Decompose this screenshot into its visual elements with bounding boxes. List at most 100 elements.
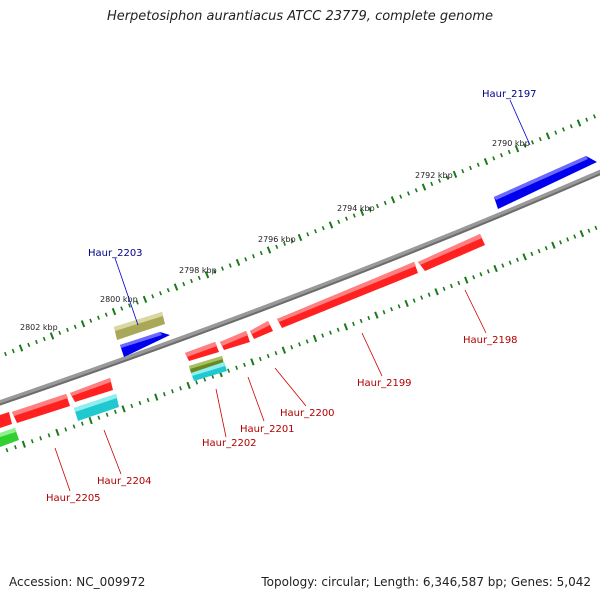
- gene-feature-haur-2197[interactable]: [494, 156, 597, 209]
- gene-feature-haur-2200[interactable]: [250, 321, 273, 339]
- inner-ring-tick: [537, 248, 541, 254]
- gene-feature-haur-2199[interactable]: [277, 262, 418, 328]
- inner-ring-tick: [359, 318, 363, 324]
- connector-haur-2198: [464, 289, 487, 334]
- inner-ring-tick: [195, 380, 199, 385]
- gene-feature-khaki[interactable]: [114, 312, 165, 340]
- gene-feature-haur-2203[interactable]: [120, 332, 170, 357]
- label-connectors: [54, 99, 531, 492]
- inner-ring-tick: [274, 351, 278, 356]
- outer-ring-tick: [592, 114, 597, 119]
- outer-ring-tick: [120, 306, 124, 311]
- outer-ring-tick: [166, 287, 170, 293]
- outer-ring-tick: [204, 271, 210, 279]
- outer-ring-tick: [445, 175, 449, 180]
- outer-ring-tick: [337, 219, 341, 225]
- gene-feature-partial-red[interactable]: [0, 412, 12, 428]
- gene-feature-haur-2201[interactable]: [220, 331, 250, 350]
- outer-ring-tick: [585, 117, 589, 122]
- inner-ring-tick: [14, 445, 17, 450]
- inner-ring-tick: [312, 334, 318, 343]
- scale-label-2802: 2802 kbp: [20, 323, 58, 332]
- outer-ring-tick: [421, 183, 427, 191]
- gene-label-haur-2203[interactable]: Haur_2203: [88, 248, 143, 259]
- outer-ring-tick: [437, 178, 442, 183]
- outer-ring-tick: [190, 278, 193, 284]
- scale-label-2798: 2798 kbp: [179, 266, 217, 275]
- gene-feature-haur-2205[interactable]: [12, 394, 70, 423]
- inner-ring-tick: [30, 439, 34, 444]
- inner-ring-tick: [80, 421, 84, 426]
- outer-ring-tick: [266, 246, 272, 254]
- outer-ring-tick: [197, 275, 201, 281]
- gene-label-haur-2201[interactable]: Haur_2201: [240, 424, 295, 435]
- scale-label-2796: 2796 kbp: [258, 235, 296, 244]
- scale-labels: 2790 kbp 2792 kbp 2794 kbp 2796 kbp 2798…: [20, 139, 530, 332]
- outer-ring-tick: [314, 229, 317, 234]
- scale-label-2790: 2790 kbp: [492, 139, 530, 148]
- inner-ring-tick: [154, 393, 159, 401]
- inner-ring-tick: [515, 257, 519, 262]
- map-title: Herpetosiphon aurantiacus ATCC 23779, co…: [106, 9, 494, 24]
- gene-feature-haur-2198[interactable]: [418, 234, 485, 271]
- outer-ring-tick: [468, 165, 473, 171]
- gene-label-haur-2200[interactable]: Haur_2200: [280, 408, 335, 419]
- inner-ring-tick: [88, 416, 93, 425]
- gene-feature-cyan-large[interactable]: [74, 394, 119, 421]
- outer-ring-tick: [173, 283, 179, 291]
- outer-ring-tick: [142, 295, 148, 303]
- inner-ring-tick: [97, 415, 101, 420]
- outer-ring-tick: [235, 258, 241, 266]
- outer-ring-tick: [328, 221, 334, 229]
- gene-feature-olive[interactable]: [189, 356, 224, 373]
- gene-label-haur-2202[interactable]: Haur_2202: [202, 438, 257, 449]
- gene-label-haur-2199[interactable]: Haur_2199: [357, 378, 412, 389]
- inner-ring-tick: [397, 304, 401, 309]
- inner-ring-tick: [573, 234, 577, 239]
- connector-haur-2199: [361, 332, 383, 377]
- scale-label-2794: 2794 kbp: [337, 204, 375, 213]
- inner-ring-tick: [258, 356, 262, 362]
- inner-ring-tick: [162, 392, 166, 397]
- inner-ring-tick: [121, 405, 126, 413]
- outer-ring-tick: [499, 152, 504, 158]
- outer-ring-tick: [182, 281, 186, 287]
- inner-ring-tick: [374, 311, 379, 319]
- inner-ring-tick: [559, 240, 563, 245]
- inner-ring-tick: [290, 345, 294, 350]
- outer-ring-tick: [159, 291, 162, 296]
- outer-ring-tick: [414, 188, 418, 193]
- gene-feature-cyan-small[interactable]: [191, 362, 227, 381]
- inner-ring-tick: [47, 433, 51, 438]
- connector-haur-2204: [103, 429, 122, 475]
- inner-ring-tick: [579, 230, 585, 238]
- inner-ring-tick: [594, 225, 598, 231]
- inner-ring-tick: [235, 365, 239, 370]
- inner-ring-tick: [5, 447, 9, 453]
- gene-feature-haur-2202[interactable]: [185, 342, 219, 361]
- inner-ring-tick: [250, 358, 255, 366]
- inner-ring-tick: [55, 428, 60, 437]
- outer-ring-tick: [523, 143, 527, 148]
- inner-ring-tick: [227, 368, 231, 373]
- gene-feature-haur-2204[interactable]: [70, 378, 113, 402]
- inner-ring-tick: [420, 295, 424, 300]
- outer-ring-tick: [383, 200, 387, 206]
- inner-ring-tick: [203, 377, 207, 382]
- gene-label-haur-2204[interactable]: Haur_2204: [97, 476, 152, 487]
- inner-ring-tick: [442, 286, 446, 292]
- gene-label-haur-2198[interactable]: Haur_2198: [463, 335, 518, 346]
- inner-ring-tick: [352, 321, 355, 327]
- outer-ring-tick: [507, 149, 511, 155]
- inner-ring-tick: [305, 339, 309, 344]
- outer-ring-tick: [514, 145, 520, 153]
- gene-label-haur-2205[interactable]: Haur_2205: [46, 493, 101, 504]
- genome-backbone: [0, 169, 600, 406]
- outer-ring-tick: [297, 233, 303, 242]
- outer-ring-tick: [290, 238, 294, 243]
- inner-tick-ring: [5, 225, 598, 453]
- gene-feature-partial-green[interactable]: [0, 428, 19, 447]
- outer-ring-tick: [283, 241, 286, 246]
- gene-label-haur-2197[interactable]: Haur_2197: [482, 89, 537, 100]
